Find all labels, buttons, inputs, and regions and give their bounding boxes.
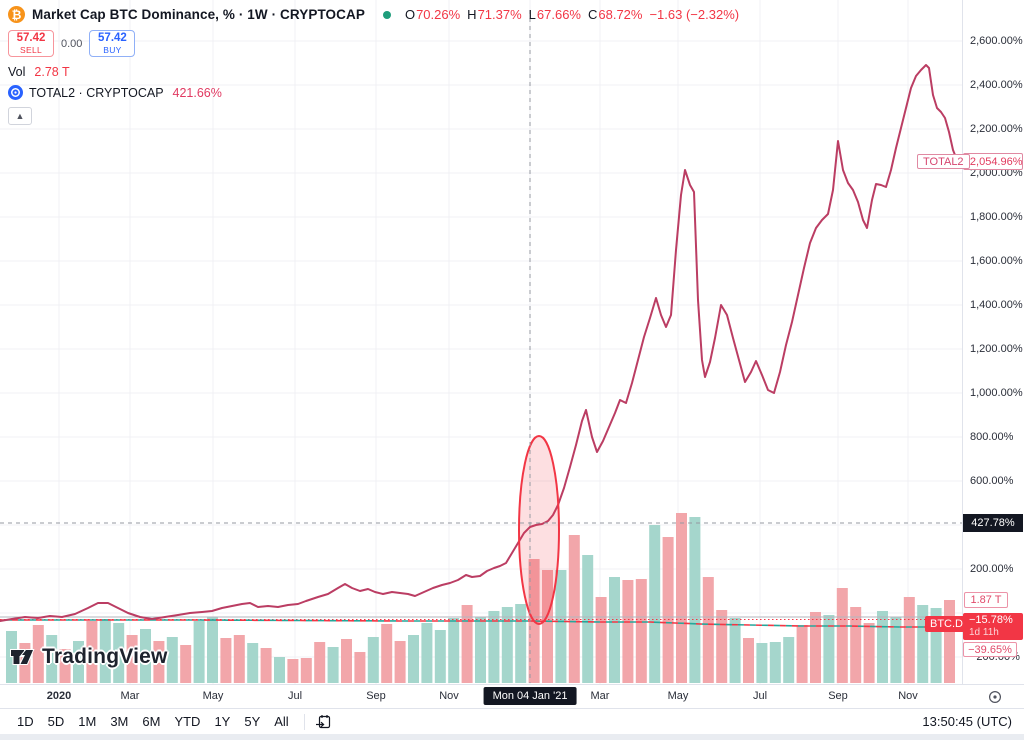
- crosshair-price-badge: 427.78%: [963, 514, 1023, 532]
- ohlc-key: C: [587, 7, 598, 22]
- time-tick: Sep: [828, 690, 848, 702]
- chart-legend: ₿ Market Cap BTC Dominance, % · 1W · CRY…: [8, 5, 739, 125]
- toolbar-separator: [303, 713, 305, 730]
- price-tick: 2,600.00%: [970, 35, 1023, 47]
- spread-value: 0.00: [61, 37, 83, 50]
- time-tick: Sep: [366, 690, 386, 702]
- range-1Y[interactable]: 1Y: [214, 714, 231, 729]
- price-tick: 800.00%: [970, 431, 1014, 443]
- range-YTD[interactable]: YTD: [174, 714, 201, 729]
- buy-button[interactable]: 57.42 BUY: [89, 30, 136, 57]
- price-tick: 1,000.00%: [970, 387, 1023, 399]
- time-tick: Nov: [898, 690, 918, 702]
- tradingview-watermark: TradingView: [10, 645, 168, 669]
- time-tick: Nov: [439, 690, 459, 702]
- ellipse-annotation[interactable]: [518, 435, 560, 625]
- price-tick: 1,200.00%: [970, 343, 1023, 355]
- total2-line: [0, 64, 960, 622]
- low-price-badge: −39.65%: [963, 642, 1017, 657]
- btcd-price-badge: −15.78% 1d 11h: [963, 613, 1023, 640]
- time-tick: May: [202, 690, 224, 702]
- btcd-line: [0, 619, 962, 628]
- crosshair-time-badge: Mon 04 Jan '21: [483, 687, 577, 705]
- bottom-toolbar: 1D 5D 1M 3M 6M YTD 1Y 5Y All 13:50:45 (UTC): [0, 708, 1024, 734]
- bottom-strip: [0, 734, 1024, 740]
- gridlines: [0, 0, 962, 684]
- chart-canvas[interactable]: [0, 0, 962, 684]
- chevron-up-icon: ▲: [15, 111, 25, 121]
- volume-label: Vol: [8, 65, 26, 79]
- volume-axis-badge: 1.87 T: [964, 592, 1008, 608]
- volume-row[interactable]: Vol 2.78 T: [8, 65, 739, 79]
- time-tick: Mar: [590, 690, 610, 702]
- ohlc-value: 67.66%: [536, 7, 581, 22]
- compare-name: TOTAL2 · CRYPTOCAP: [29, 85, 164, 100]
- btcd-price-value: −15.78%: [969, 614, 1013, 627]
- price-tick: 600.00%: [970, 475, 1014, 487]
- tradingview-logo-icon: [10, 649, 35, 665]
- price-tick: 1,800.00%: [970, 211, 1023, 223]
- range-5D[interactable]: 5D: [47, 714, 65, 729]
- total2-series-label: TOTAL2: [917, 154, 970, 169]
- btcd-countdown: 1d 11h: [969, 627, 999, 639]
- cryptocap-icon: [8, 85, 23, 100]
- ohlc-values: O 70.26% H 71.37% L 67.66% C 68.72% −1.63 (−2.32…: [405, 7, 739, 22]
- order-panel: 57.42 SELL 0.00 57.42 BUY: [8, 30, 739, 57]
- range-3M[interactable]: 3M: [110, 714, 129, 729]
- symbol-row[interactable]: ₿ Market Cap BTC Dominance, % · 1W · CRY…: [8, 5, 739, 24]
- compare-value: 421.66%: [172, 85, 222, 100]
- sell-button[interactable]: 57.42 SELL: [8, 30, 54, 57]
- price-tick: 2,200.00%: [970, 123, 1023, 135]
- volume-value: 2.78 T: [34, 65, 70, 79]
- price-tick: 2,400.00%: [970, 79, 1023, 91]
- time-tick: Jul: [752, 690, 768, 702]
- ohlc-value: 70.26%: [416, 7, 461, 22]
- price-axis[interactable]: 427.78% +2,054.96% 1.87 T −15.78% 1d 11h…: [962, 0, 1024, 684]
- time-tick: May: [667, 690, 689, 702]
- sell-label: SELL: [20, 45, 42, 55]
- buy-label: BUY: [103, 45, 122, 55]
- compare-row[interactable]: TOTAL2 · CRYPTOCAP 421.66%: [8, 85, 739, 100]
- clock-utc[interactable]: 13:50:45 (UTC): [922, 714, 1012, 729]
- symbol-title[interactable]: Market Cap BTC Dominance, % · 1W · CRYPT…: [32, 7, 365, 22]
- ohlc-key: O: [404, 7, 416, 22]
- market-status-icon[interactable]: [382, 10, 391, 19]
- price-tick: 1,400.00%: [970, 299, 1023, 311]
- total2-price-badge: +2,054.96%: [963, 153, 1023, 170]
- range-6M[interactable]: 6M: [142, 714, 161, 729]
- price-tick: 200.00%: [970, 563, 1014, 575]
- time-tick: Jul: [287, 690, 303, 702]
- bitcoin-icon: ₿: [8, 6, 25, 23]
- change-value: −1.63 (−2.32%): [649, 7, 740, 22]
- price-tick: 1,600.00%: [970, 255, 1023, 267]
- legend-collapse-button[interactable]: ▲: [8, 107, 32, 125]
- time-tick: 2020: [46, 690, 72, 702]
- volume-bars: [6, 513, 955, 683]
- ohlc-value: 71.37%: [477, 7, 522, 22]
- price-tick: 2,000.00%: [970, 167, 1023, 179]
- btcd-series-label: BTC.D: [925, 616, 968, 632]
- ohlc-key: H: [467, 7, 477, 22]
- go-to-date-icon[interactable]: [315, 713, 333, 731]
- range-1M[interactable]: 1M: [78, 714, 97, 729]
- ohlc-key: L: [528, 7, 536, 22]
- sell-price: 57.42: [16, 31, 46, 44]
- axis-settings-icon[interactable]: [988, 690, 1002, 704]
- range-All[interactable]: All: [274, 714, 289, 729]
- time-tick: Mar: [120, 690, 140, 702]
- ohlc-value: 68.72%: [598, 7, 643, 22]
- range-1D[interactable]: 1D: [17, 714, 34, 729]
- time-axis[interactable]: Mon 04 Jan '21 2020 Mar May Jul Sep Nov Mar May…: [0, 684, 1024, 708]
- buy-price: 57.42: [98, 31, 127, 44]
- watermark-text: TradingView: [42, 645, 168, 668]
- range-5Y[interactable]: 5Y: [244, 714, 261, 729]
- btcd-line-teal-phase: [0, 619, 962, 628]
